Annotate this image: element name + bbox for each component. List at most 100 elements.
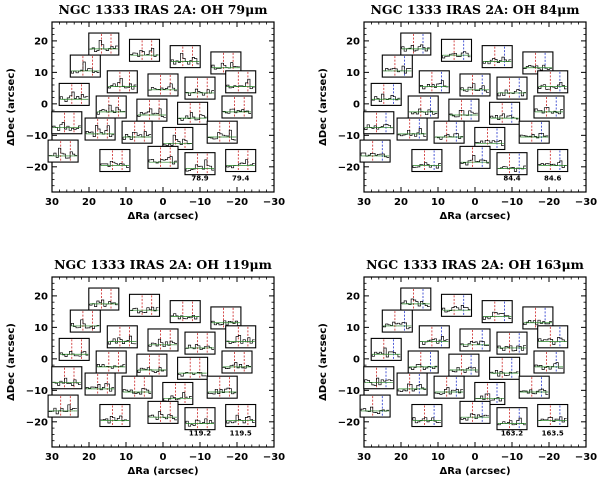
spaxel-inset xyxy=(47,394,79,418)
spaxel-inset xyxy=(459,73,491,97)
spectrum-trace xyxy=(442,305,471,313)
spaxel-frame xyxy=(106,325,138,349)
x-axis-label: ΔRa (arcsec) xyxy=(439,211,510,222)
x-tick-label: 20 xyxy=(394,452,408,463)
spaxel-inset xyxy=(533,350,565,374)
spaxel-inset xyxy=(225,148,257,173)
spectrum-trace xyxy=(497,344,526,352)
spaxel-inset xyxy=(47,139,79,163)
spaxel-frame xyxy=(206,120,238,144)
spaxel-inset xyxy=(225,325,257,349)
spaxel-inset xyxy=(221,350,253,374)
spaxel-inset xyxy=(459,328,491,352)
y-axis-label: ΔDec (arcsec) xyxy=(318,323,329,401)
y-axis-label: ΔDec (arcsec) xyxy=(318,68,329,146)
spaxel-inset xyxy=(184,407,216,431)
spaxel-frame xyxy=(537,70,569,94)
spaxel-inset xyxy=(147,328,179,352)
spectrum-trace xyxy=(107,77,137,90)
y-axis-label: ΔDec (arcsec) xyxy=(6,323,17,401)
spaxel-inset xyxy=(448,353,480,377)
y-tick-label: 0 xyxy=(353,99,360,110)
spaxel-frame xyxy=(136,353,168,377)
spaxel-frame xyxy=(88,32,120,56)
spaxel-frame xyxy=(433,120,465,144)
spectrum-trace xyxy=(170,52,200,65)
spaxel-inset xyxy=(95,95,127,119)
spaxel-inset xyxy=(184,331,216,355)
spectrum-trace xyxy=(419,336,449,345)
spaxel-frame xyxy=(128,293,161,317)
spaxel-frame xyxy=(51,366,83,390)
spaxel-inset xyxy=(106,325,138,349)
spaxel-inset xyxy=(184,152,216,176)
spectrum-trace xyxy=(449,110,478,118)
spectrum-trace xyxy=(185,88,214,96)
x-tick-label: −30 xyxy=(575,452,597,463)
spaxel-frame xyxy=(121,375,153,399)
spaxel-inset xyxy=(407,350,439,374)
spaxel-inset xyxy=(370,337,402,361)
spectrum-trace xyxy=(397,128,427,138)
panel-oh-79: NGC 1333 IRAS 2A: OH 79μm 30 20 10 0 −10 −20 −3… xyxy=(6,2,285,222)
spectrum-trace xyxy=(178,112,207,121)
spaxel-frame xyxy=(95,350,127,374)
spaxel-inset xyxy=(162,126,194,151)
spectrum-trace xyxy=(222,362,251,369)
spectrum-trace xyxy=(482,311,512,320)
spaxel-frame xyxy=(396,117,428,141)
x-tick-label: 30 xyxy=(357,452,371,463)
y-tick-label: 10 xyxy=(34,68,48,79)
spectrum-trace xyxy=(401,298,430,307)
x-tick-label: −20 xyxy=(226,197,248,208)
spaxel-inset xyxy=(363,366,395,390)
spectrum-trace xyxy=(130,306,159,314)
spaxel-inset xyxy=(370,82,402,106)
spaxel-inset xyxy=(381,54,413,78)
spaxel-frame xyxy=(58,337,90,361)
x-axis-label: ΔRa (arcsec) xyxy=(127,466,198,477)
spectrum-trace xyxy=(70,319,100,329)
spaxel-inset xyxy=(537,325,569,349)
spaxel-inset xyxy=(51,366,83,390)
spectrum-trace xyxy=(130,47,159,57)
x-tick-label: −10 xyxy=(501,452,523,463)
wavelength-label-2: 84.6 xyxy=(544,175,561,183)
spectrum-trace xyxy=(460,413,489,421)
spaxel-inset xyxy=(225,403,257,428)
spaxel-frame xyxy=(496,152,528,176)
x-tick-label: 0 xyxy=(472,452,479,463)
spaxel-frame xyxy=(147,73,179,97)
spaxel-inset xyxy=(396,117,428,141)
y-tick-label: 10 xyxy=(346,323,360,334)
spaxel-frame xyxy=(459,400,491,424)
spaxel-inset xyxy=(481,45,513,69)
spectrum-trace xyxy=(226,414,255,424)
spaxel-inset xyxy=(537,403,569,428)
spectrum-trace xyxy=(211,62,240,70)
x-tick-label: 10 xyxy=(431,197,445,208)
spaxel-inset xyxy=(496,152,528,176)
spaxel-inset xyxy=(58,337,90,361)
wavelength-label-2: 119.5 xyxy=(230,430,252,438)
x-tick-label: 20 xyxy=(394,197,408,208)
y-axis-label: ΔDec (arcsec) xyxy=(6,68,17,146)
spectrum-trace xyxy=(122,131,152,140)
spectrum-trace xyxy=(89,39,118,52)
spaxel-frame xyxy=(147,328,179,352)
spaxel-inset xyxy=(121,120,153,144)
y-tick-label: −20 xyxy=(338,162,360,173)
spectrum-trace xyxy=(412,162,441,169)
y-tick-label: 20 xyxy=(346,291,360,302)
spaxel-frame xyxy=(184,331,216,355)
spaxel-inset xyxy=(147,145,179,169)
spaxel-frame xyxy=(363,366,395,390)
spaxel-frame xyxy=(47,139,79,163)
spaxel-inset xyxy=(51,111,83,135)
spaxel-inset xyxy=(518,120,550,144)
wavelength-label-1: 84.4 xyxy=(503,175,520,183)
spectrum-trace xyxy=(371,347,401,358)
y-tick-label: −20 xyxy=(338,417,360,428)
spaxel-inset xyxy=(474,381,506,406)
spectrum-trace xyxy=(419,80,449,90)
